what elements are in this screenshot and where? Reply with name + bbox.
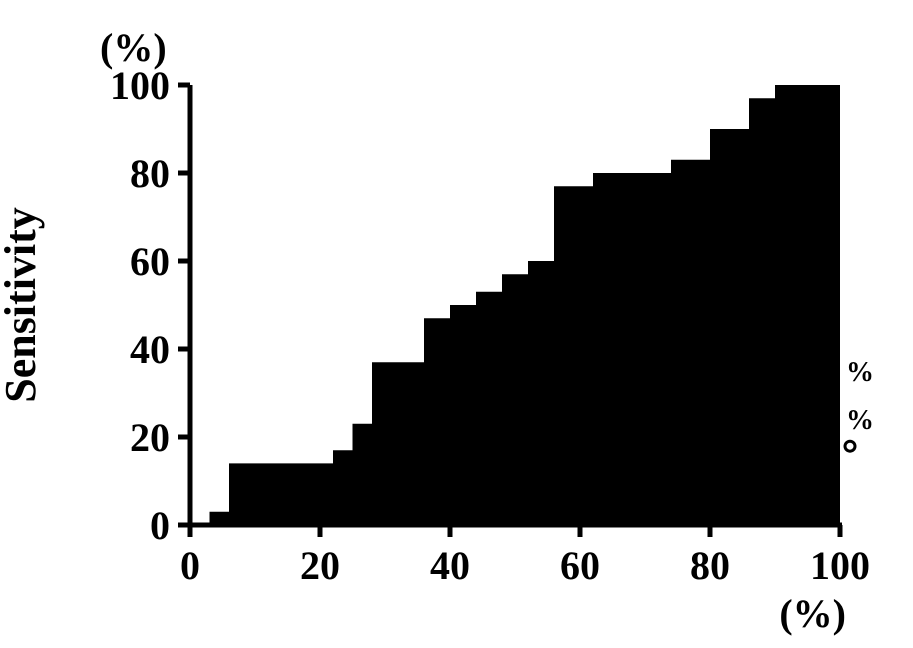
x-unit-label: (%): [779, 591, 846, 636]
x-tick-label: 60: [560, 543, 600, 588]
y-tick-label: 40: [130, 327, 170, 372]
side-percent-glyph: %: [846, 405, 874, 436]
y-unit-label: (%): [100, 25, 167, 70]
y-axis-label: Sensitivity: [0, 207, 45, 403]
y-tick-label: 60: [130, 239, 170, 284]
roc-area: [190, 85, 840, 525]
y-tick-label: 0: [150, 503, 170, 548]
side-circle-glyph: [845, 441, 855, 451]
side-percent-glyph: %: [846, 357, 874, 388]
y-tick-label: 20: [130, 415, 170, 460]
y-tick-label: 80: [130, 151, 170, 196]
x-tick-label: 100: [810, 543, 870, 588]
x-tick-label: 0: [180, 543, 200, 588]
x-tick-label: 40: [430, 543, 470, 588]
x-tick-label: 80: [690, 543, 730, 588]
roc-chart: 020406080100(%)020406080100(%)Sensitivit…: [0, 0, 913, 648]
x-tick-label: 20: [300, 543, 340, 588]
roc-svg: 020406080100(%)020406080100(%)Sensitivit…: [0, 0, 913, 648]
